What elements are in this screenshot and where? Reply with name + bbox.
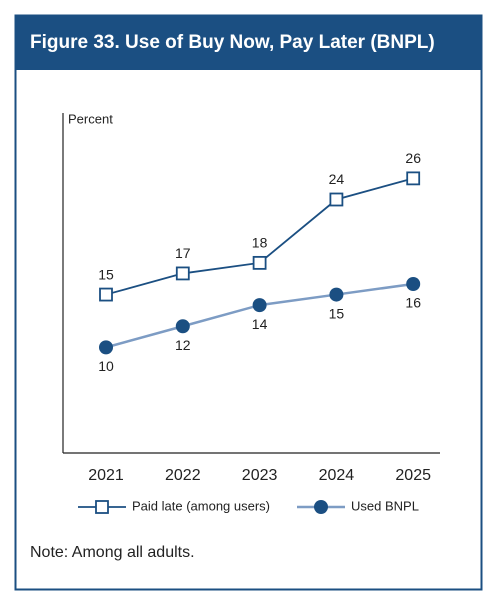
data-label: 26 [405, 150, 421, 166]
data-label: 14 [252, 316, 268, 332]
data-label: 16 [405, 295, 421, 311]
point [99, 287, 113, 302]
data-label: 18 [252, 235, 268, 251]
point [99, 340, 113, 355]
point [406, 171, 421, 186]
point [175, 266, 190, 281]
x-tick-label: 2025 [395, 467, 431, 484]
point [252, 255, 267, 270]
point [329, 192, 344, 207]
legend-marker [314, 500, 328, 514]
legend-marker [95, 500, 109, 514]
point [252, 298, 267, 313]
data-label: 15 [329, 305, 345, 321]
data-label: 24 [329, 171, 345, 187]
legend-label: Paid late (among users) [132, 498, 270, 513]
x-tick-label: 2024 [319, 467, 355, 484]
legend-label: Used BNPL [351, 498, 419, 513]
x-tick-label: 2022 [165, 467, 201, 484]
data-label: 17 [175, 245, 191, 261]
point [175, 319, 190, 334]
data-label: 12 [175, 337, 191, 353]
chart-title: Figure 33. Use of Buy Now, Pay Later (BN… [30, 32, 435, 53]
data-label: 10 [98, 358, 114, 374]
data-label: 15 [98, 266, 114, 282]
y-axis-label: Percent [68, 111, 113, 126]
x-tick-label: 2023 [242, 467, 278, 484]
point [406, 277, 421, 291]
x-tick-label: 2021 [88, 467, 124, 484]
point [329, 287, 344, 302]
header [15, 15, 482, 70]
note: Note: Among all adults. [30, 544, 195, 561]
